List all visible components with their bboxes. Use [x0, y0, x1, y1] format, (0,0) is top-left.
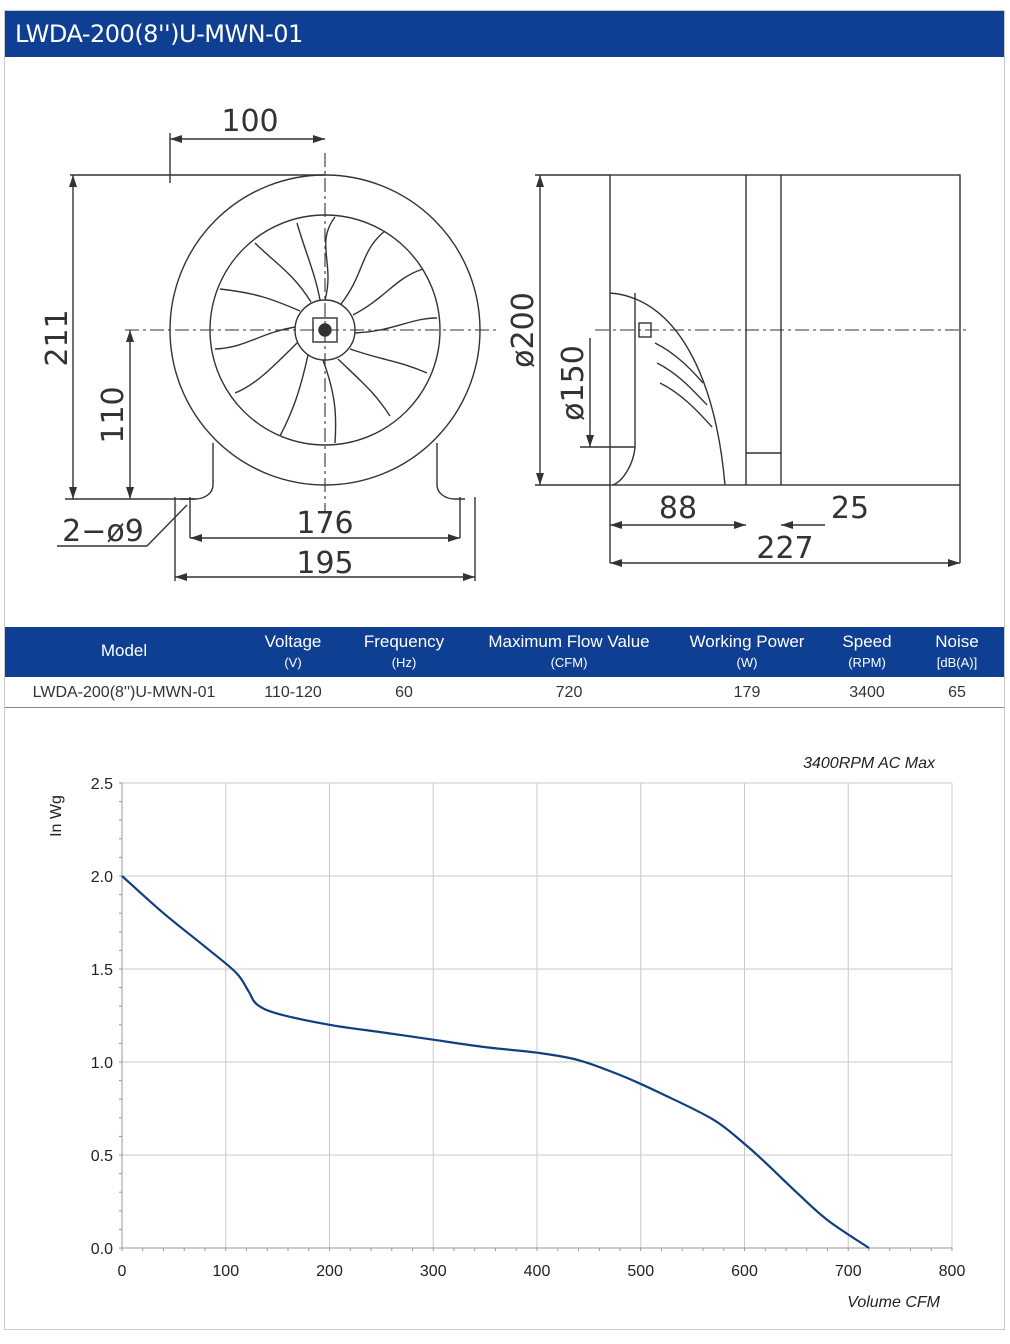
chart-title: 3400RPM AC Max — [803, 755, 936, 772]
x-tick-label: 500 — [627, 1263, 654, 1280]
col-max-flow-unit: (CFM) — [550, 655, 588, 670]
y-tick-label: 0.0 — [91, 1241, 113, 1258]
col-model: Model — [100, 641, 148, 660]
col-speed-unit: (RPM) — [848, 655, 886, 670]
y-tick-label: 0.5 — [91, 1148, 113, 1165]
col-frequency: Frequency — [363, 632, 445, 651]
y-tick-label: 1.0 — [91, 1055, 113, 1072]
dim-25: 25 — [831, 491, 869, 526]
y-tick-label: 1.5 — [91, 962, 113, 979]
x-tick-label: 100 — [212, 1263, 239, 1280]
pressure-curve — [121, 875, 870, 1249]
chart-svg: 3400RPM AC Max In Wg Volume CFM 0.0 0.5 1.… — [48, 755, 966, 1311]
x-axis-title: Volume CFM — [847, 1294, 940, 1311]
cell-model: LWDA-200(8'')U-MWN-01 — [32, 684, 216, 701]
x-tick-label: 300 — [420, 1263, 447, 1280]
dim-195: 195 — [296, 546, 353, 581]
col-noise-unit: [dB(A)] — [936, 655, 978, 670]
cell-voltage: 110-120 — [264, 684, 322, 701]
cell-working-power: 179 — [733, 684, 761, 701]
x-tick-label: 700 — [835, 1263, 862, 1280]
page-title: LWDA-200(8'')U-MWN-01 — [15, 20, 303, 48]
cell-noise: 65 — [948, 684, 966, 701]
impeller-blades — [214, 216, 438, 444]
cell-speed: 3400 — [849, 684, 885, 701]
col-working-power: Working Power — [689, 632, 805, 651]
right-foot — [436, 443, 465, 500]
table-divider — [5, 707, 1004, 708]
x-tick-label: 0 — [118, 1263, 127, 1280]
col-speed: Speed — [842, 632, 892, 651]
dim-110: 110 — [96, 386, 131, 443]
spec-table-header: Model Voltage (V) Frequency (Hz) Maximum… — [5, 627, 1004, 677]
cell-max-flow: 720 — [555, 684, 583, 701]
inlet-curve — [609, 292, 726, 486]
spec-table-row: LWDA-200(8'')U-MWN-01 110-120 60 720 179… — [5, 679, 1004, 707]
col-voltage-unit: (V) — [284, 655, 302, 670]
col-working-power-unit: (W) — [736, 655, 758, 670]
y-tick-label: 2.0 — [91, 869, 113, 886]
x-tick-label: 600 — [731, 1263, 758, 1280]
col-max-flow: Maximum Flow Value — [488, 632, 650, 651]
y-tick-label: 2.5 — [91, 776, 113, 793]
dim-227: 227 — [756, 531, 813, 566]
dim-diameter-200: ø200 — [506, 292, 541, 368]
x-tick-label: 200 — [316, 1263, 343, 1280]
dim-88: 88 — [659, 491, 697, 526]
drawing-svg: 100 211 110 2−ø9 176 195 ø200 ø150 88 25… — [40, 104, 970, 581]
dim-diameter-150: ø150 — [556, 345, 591, 421]
left-foot — [180, 443, 214, 500]
dim-100: 100 — [221, 104, 278, 139]
x-tick-label: 400 — [524, 1263, 551, 1280]
x-tick-label: 800 — [939, 1263, 966, 1280]
dim-hole: 2−ø9 — [62, 514, 144, 549]
col-noise: Noise — [935, 632, 979, 651]
datasheet: LWDA-200(8'')U-MWN-01 — [4, 10, 1005, 1330]
col-frequency-unit: (Hz) — [391, 655, 417, 670]
col-voltage: Voltage — [264, 632, 322, 651]
dim-211: 211 — [40, 309, 75, 366]
side-housing — [609, 174, 961, 486]
technical-drawing: 100 211 110 2−ø9 176 195 ø200 ø150 88 25… — [35, 93, 975, 613]
cell-frequency: 60 — [395, 684, 413, 701]
performance-chart: 3400RPM AC Max In Wg Volume CFM 0.0 0.5 1.… — [5, 741, 1004, 1326]
y-axis-title: In Wg — [48, 795, 65, 837]
dim-176: 176 — [296, 506, 353, 541]
title-bar: LWDA-200(8'')U-MWN-01 — [5, 11, 1004, 57]
